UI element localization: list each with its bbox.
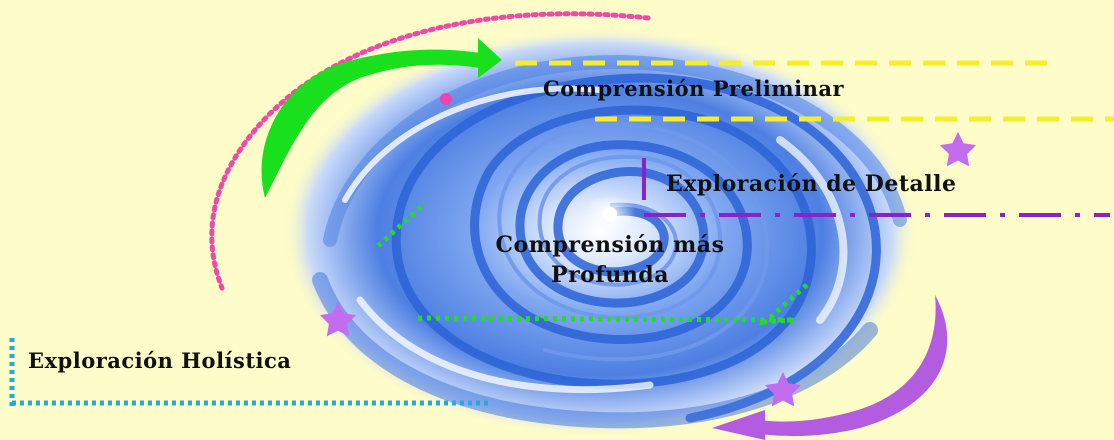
- curved-arrow-icon: [261, 38, 502, 198]
- curved-arrow-icon: [712, 295, 948, 440]
- profunda-line: [376, 201, 427, 248]
- star-icon: [319, 302, 357, 337]
- swirl-icon: [282, 27, 918, 437]
- pink-dotted-arc: [209, 11, 651, 291]
- stage-label-profunda: Comprensión más Profunda: [420, 230, 800, 290]
- stage-label-holistica: Exploración Holística: [28, 348, 292, 373]
- star-icon: [764, 372, 802, 407]
- dot-icon: [440, 93, 452, 105]
- stage-label-preliminar: Comprensión Preliminar: [543, 76, 845, 101]
- profunda-line-bottom: [417, 280, 812, 325]
- stage-label-detalle: Exploración de Detalle: [666, 171, 957, 197]
- stage-label-profunda-line2: Profunda: [551, 262, 669, 288]
- star-icon: [939, 132, 977, 167]
- stage-label-profunda-line1: Comprensión más: [495, 232, 725, 258]
